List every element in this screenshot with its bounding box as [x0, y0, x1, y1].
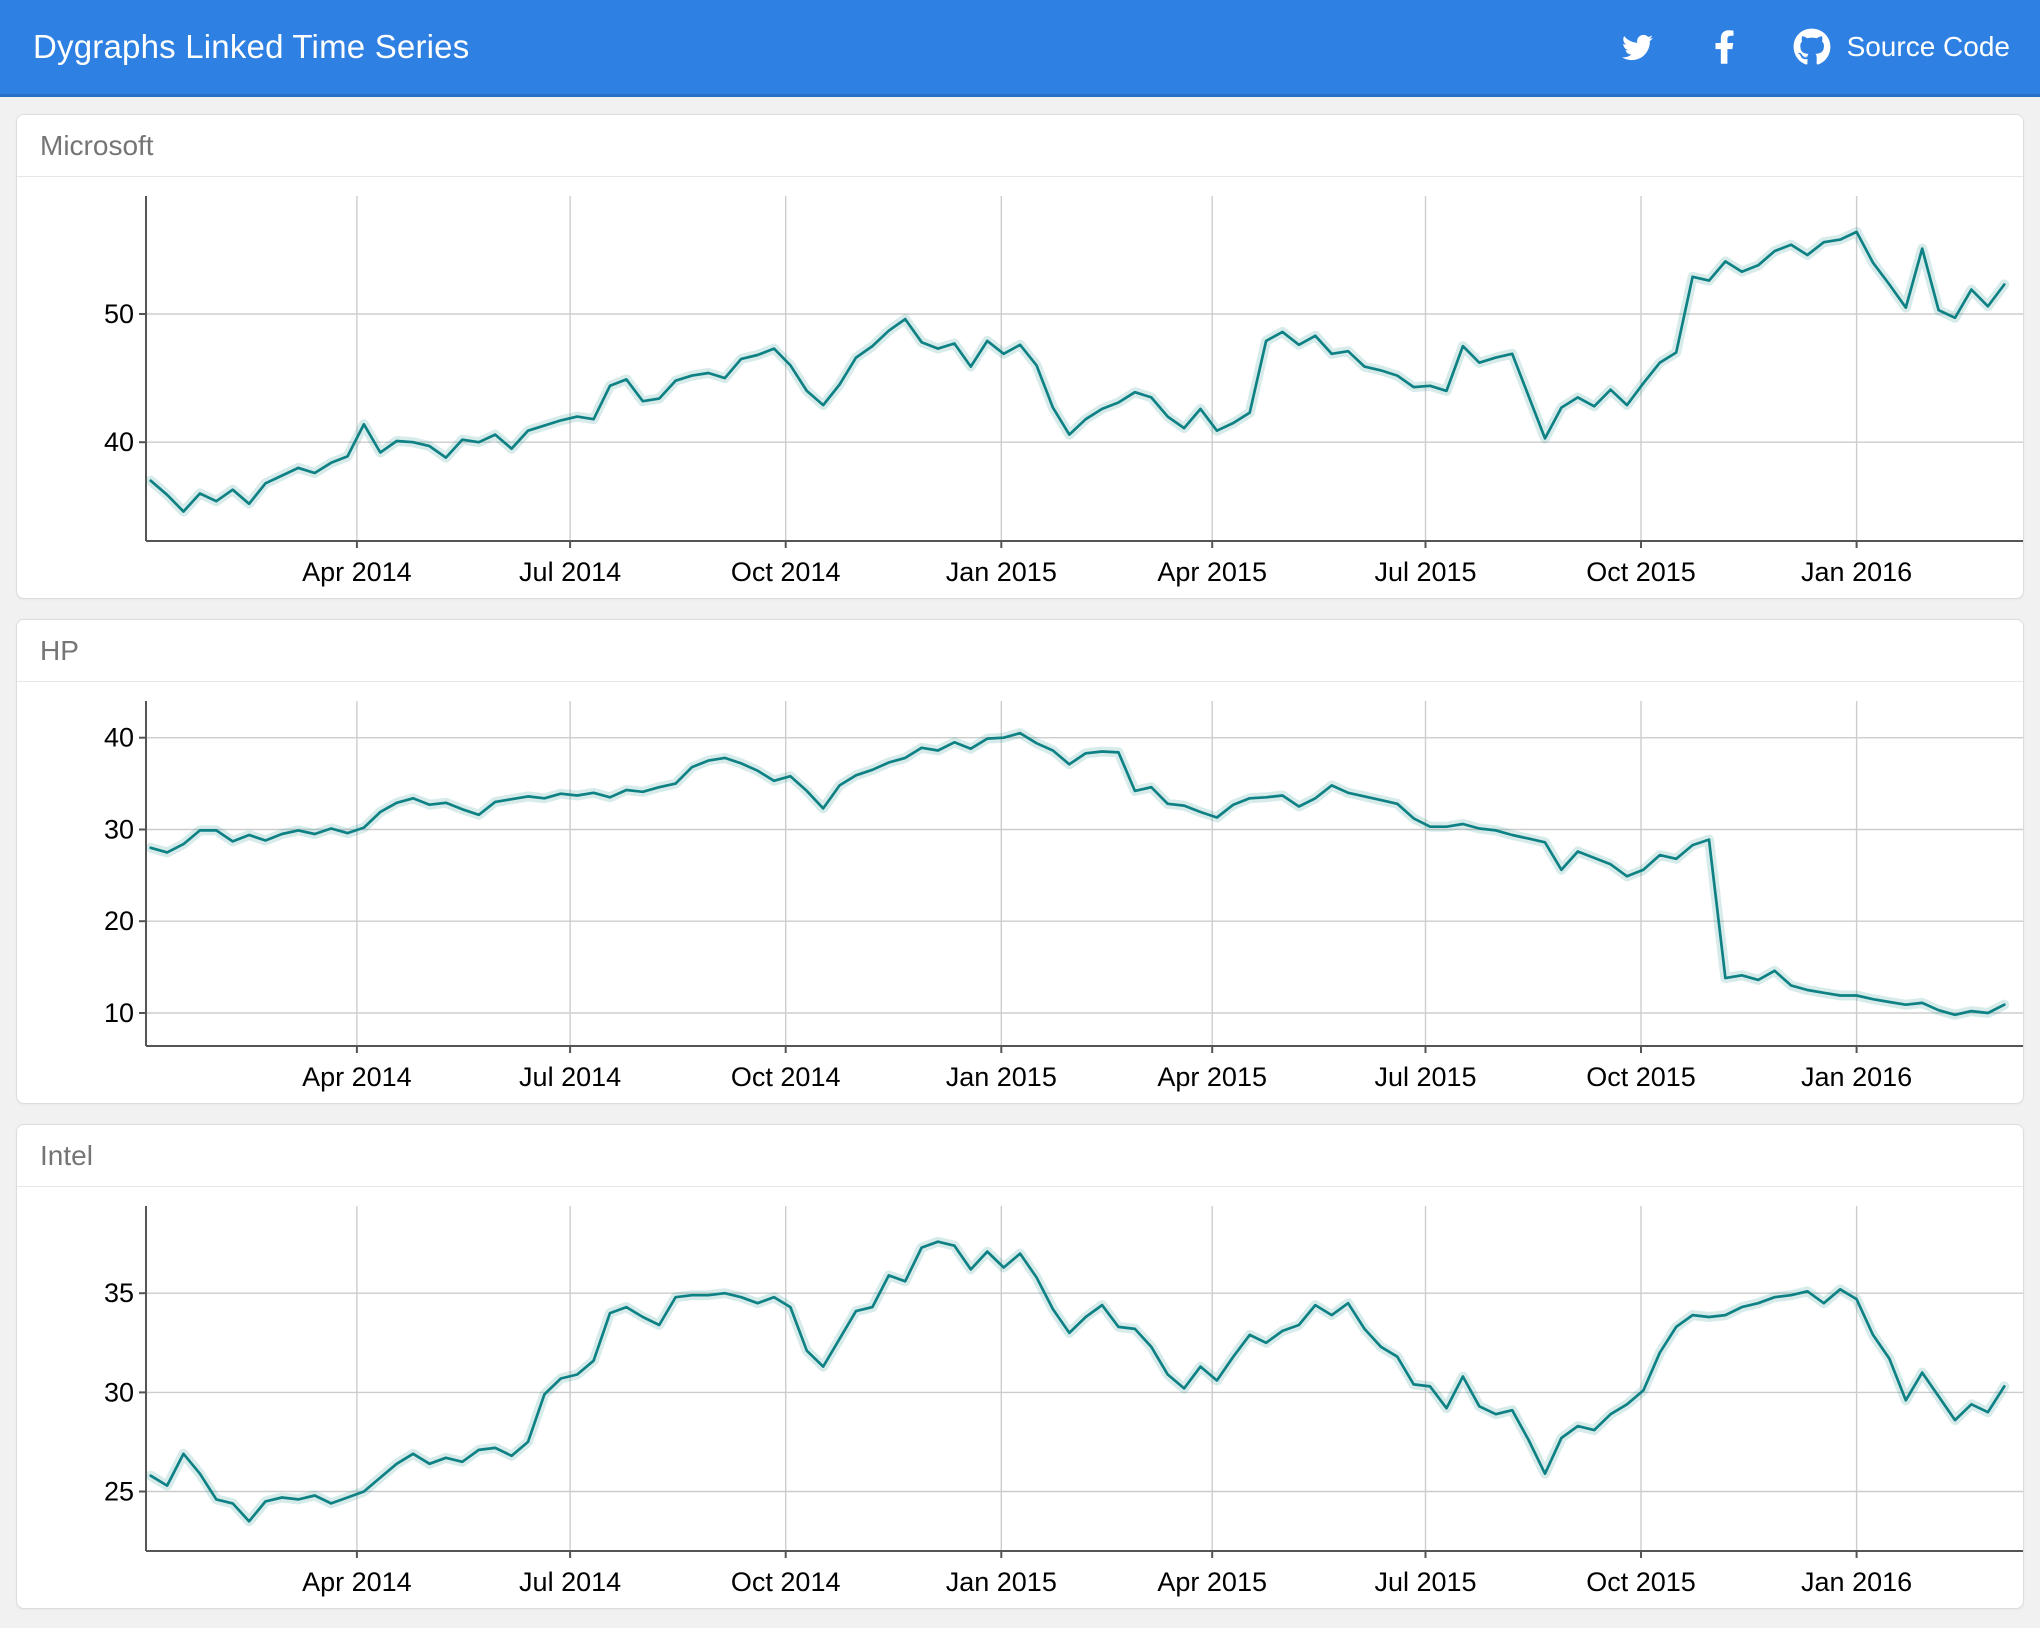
- panel-body-hp: Apr 2014 Jul 2014 Oct 2014 Jan 2015 Apr 2015…: [17, 682, 2023, 1103]
- series-hp: [145, 728, 2010, 1020]
- panel-hp: HP Apr 2014 Jul 2014 Oct 2014 Jan 2015 Apr 2…: [16, 619, 2024, 1104]
- x-tick-label: Apr 2015: [1157, 1062, 1267, 1092]
- x-tick-label: Jul 2014: [519, 1567, 621, 1597]
- y-tick-label: 20: [104, 906, 134, 936]
- x-tick-label: Jan 2015: [946, 1567, 1057, 1597]
- page-title: Dygraphs Linked Time Series: [33, 28, 470, 65]
- x-tick-label: Jul 2015: [1374, 1062, 1476, 1092]
- axes: [139, 196, 2023, 548]
- main-content: Microsoft Apr 2014 Jul 2014 Oct 2014 Jan 20…: [0, 97, 2040, 1609]
- axes: [139, 701, 2023, 1053]
- x-tick-label: Jul 2015: [1374, 1567, 1476, 1597]
- chart-canvas-hp[interactable]: Apr 2014 Jul 2014 Oct 2014 Jan 2015 Apr 2015…: [17, 682, 2023, 1103]
- panel-body-microsoft: Apr 2014 Jul 2014 Oct 2014 Jan 2015 Apr 2015…: [17, 177, 2023, 598]
- x-tick-label: Oct 2015: [1586, 557, 1696, 587]
- twitter-link[interactable]: [1619, 32, 1656, 63]
- gridlines: [146, 196, 2023, 541]
- x-tick-label: Jul 2014: [519, 557, 621, 587]
- y-tick-label: 10: [104, 998, 134, 1028]
- x-tick-label: Jan 2016: [1801, 1062, 1912, 1092]
- panel-intel: Intel Apr 2014 Jul 2014 Oct 2014 Jan 2015 Ap…: [16, 1124, 2024, 1609]
- axis-labels: Apr 2014 Jul 2014 Oct 2014 Jan 2015 Apr 2015…: [104, 723, 1912, 1092]
- series-intel: [145, 1236, 2010, 1527]
- x-tick-label: Apr 2015: [1157, 1567, 1267, 1597]
- series-band: [145, 226, 2010, 517]
- chart-canvas-intel[interactable]: Apr 2014 Jul 2014 Oct 2014 Jan 2015 Apr 2015…: [17, 1187, 2023, 1608]
- panel-microsoft: Microsoft Apr 2014 Jul 2014 Oct 2014 Jan 20…: [16, 114, 2024, 599]
- axis-labels: Apr 2014 Jul 2014 Oct 2014 Jan 2015 Apr 2015…: [104, 299, 1912, 587]
- axis-labels: Apr 2014 Jul 2014 Oct 2014 Jan 2015 Apr 2015…: [104, 1278, 1912, 1597]
- x-tick-label: Apr 2014: [302, 557, 412, 587]
- y-tick-label: 50: [104, 299, 134, 329]
- x-tick-label: Jan 2015: [946, 1062, 1057, 1092]
- y-tick-label: 30: [104, 1377, 134, 1407]
- x-tick-label: Jan 2015: [946, 557, 1057, 587]
- gridlines: [146, 1206, 2023, 1551]
- series-line: [149, 731, 2006, 1017]
- x-tick-label: Apr 2014: [302, 1567, 412, 1597]
- navbar-links: Source Code: [1561, 28, 2010, 66]
- source-code-label: Source Code: [1846, 31, 2010, 62]
- navbar: Dygraphs Linked Time Series Source Code: [0, 0, 2040, 97]
- x-tick-label: Oct 2015: [1586, 1062, 1696, 1092]
- x-tick-label: Apr 2014: [302, 1062, 412, 1092]
- panel-body-intel: Apr 2014 Jul 2014 Oct 2014 Jan 2015 Apr 2015…: [17, 1187, 2023, 1608]
- series-band: [145, 1236, 2010, 1527]
- x-tick-label: Jan 2016: [1801, 557, 1912, 587]
- facebook-link[interactable]: [1714, 30, 1735, 64]
- y-tick-label: 25: [104, 1477, 134, 1507]
- source-code-link[interactable]: Source Code: [1793, 28, 2010, 66]
- series-line: [149, 230, 2006, 513]
- x-tick-label: Oct 2014: [731, 1062, 841, 1092]
- x-tick-label: Apr 2015: [1157, 557, 1267, 587]
- x-tick-label: Jan 2016: [1801, 1567, 1912, 1597]
- x-tick-label: Oct 2014: [731, 1567, 841, 1597]
- x-tick-label: Jul 2014: [519, 1062, 621, 1092]
- x-tick-label: Oct 2015: [1586, 1567, 1696, 1597]
- x-tick-label: Jul 2015: [1374, 557, 1476, 587]
- twitter-icon: [1619, 32, 1656, 63]
- gridlines: [146, 701, 2023, 1046]
- y-tick-label: 30: [104, 815, 134, 845]
- y-tick-label: 35: [104, 1278, 134, 1308]
- panel-title-hp: HP: [17, 620, 2023, 682]
- series-line: [149, 1240, 2006, 1523]
- axes: [139, 1206, 2023, 1558]
- github-icon: [1793, 28, 1831, 66]
- panel-title-intel: Intel: [17, 1125, 2023, 1187]
- series-band: [145, 728, 2010, 1020]
- y-tick-label: 40: [104, 723, 134, 753]
- y-tick-label: 40: [104, 427, 134, 457]
- series-microsoft: [145, 226, 2010, 517]
- panel-title-microsoft: Microsoft: [17, 115, 2023, 177]
- chart-canvas-microsoft[interactable]: Apr 2014 Jul 2014 Oct 2014 Jan 2015 Apr 2015…: [17, 177, 2023, 598]
- facebook-icon: [1714, 30, 1735, 64]
- x-tick-label: Oct 2014: [731, 557, 841, 587]
